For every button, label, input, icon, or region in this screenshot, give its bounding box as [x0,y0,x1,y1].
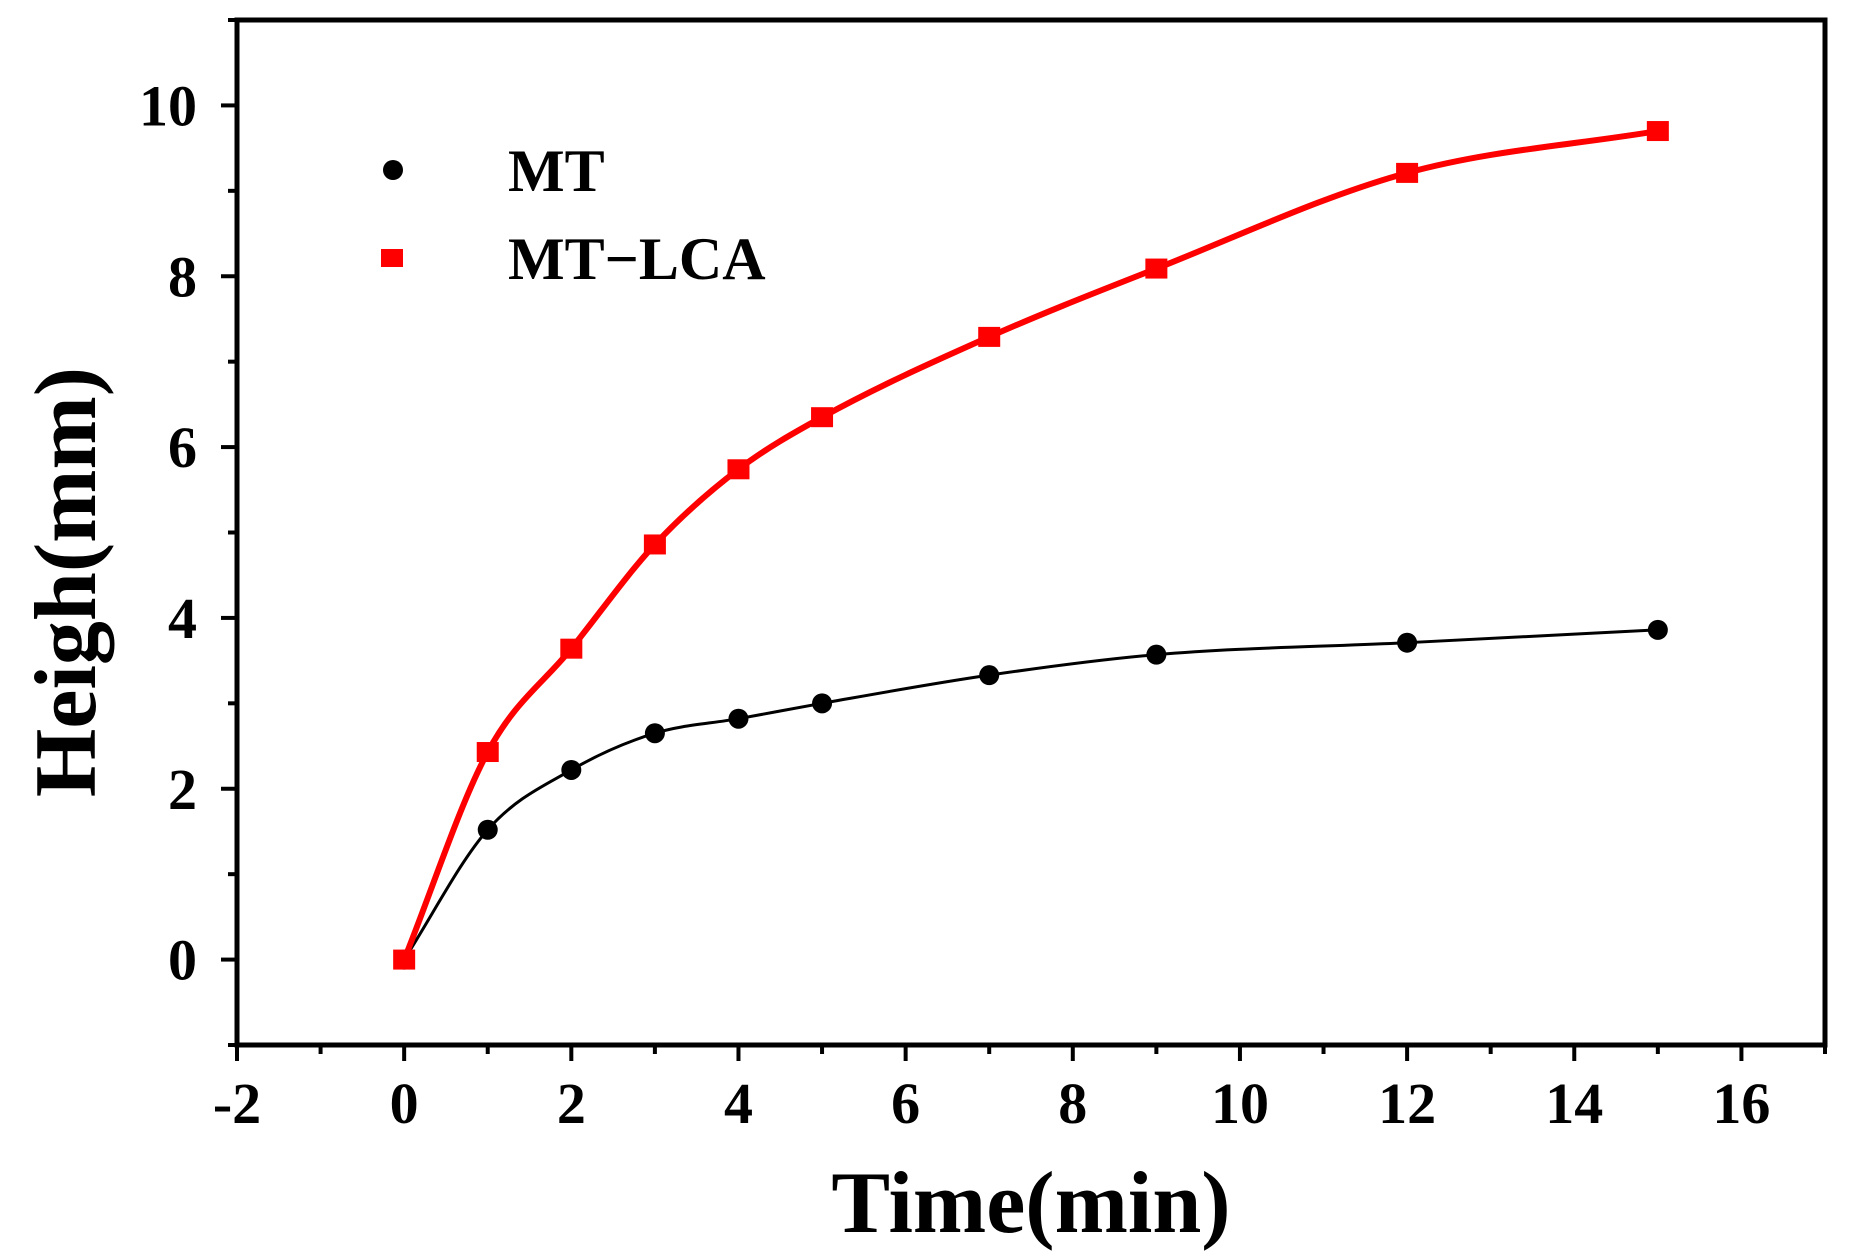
mt-point [728,708,749,729]
y-tick-label: 4 [168,586,197,651]
plot-frame [234,17,1828,1048]
mt-lca-point [393,949,416,970]
mt-point [561,759,582,780]
mt-lca-point [476,742,499,763]
x-tick-label: 6 [891,1071,920,1136]
mt-point [979,665,1000,686]
mt-lca-point [727,459,750,480]
mt-lca-point [1396,162,1419,183]
mt-point [477,819,498,840]
x-axis-title: Time(min) [831,1155,1230,1252]
x-tick-label: 10 [1211,1071,1269,1136]
x-tick-label: 2 [557,1071,586,1136]
x-tick-label: 4 [724,1071,753,1136]
mt-lca-point [978,326,1001,347]
y-tick-label: 2 [168,757,197,822]
fit-line-mt [402,628,1660,962]
mt-point [1647,619,1668,640]
mt-point [1397,632,1418,653]
mt-lca-point [643,534,666,555]
x-tick-label: -2 [213,1071,261,1136]
mt-lca-point [811,407,834,428]
legend-label-mt: MT [508,138,605,204]
y-tick-label: 6 [168,415,197,480]
legend-marker-mt [383,160,403,180]
y-tick-label: 8 [168,244,197,309]
mt-point [1146,644,1167,665]
x-tick-label: 16 [1712,1071,1770,1136]
legend-marker-mt-lca [381,249,403,267]
mt-point [644,723,665,744]
y-axis-title: Heigh(mm) [18,367,115,797]
x-tick-label: 0 [390,1071,419,1136]
mt-lca-point [1145,258,1168,279]
y-tick-label: 10 [139,73,197,138]
mt-point [812,693,833,714]
legend-label-mt-lca: MT−LCA [508,226,766,292]
x-tick-label: 12 [1378,1071,1436,1136]
x-tick-label: 8 [1058,1071,1087,1136]
y-tick-label: 0 [168,928,197,993]
x-tick-label: 14 [1545,1071,1603,1136]
mt-lca-point [560,638,583,659]
legend: MT MT−LCA [381,138,766,292]
mt-lca-point [1646,121,1669,142]
